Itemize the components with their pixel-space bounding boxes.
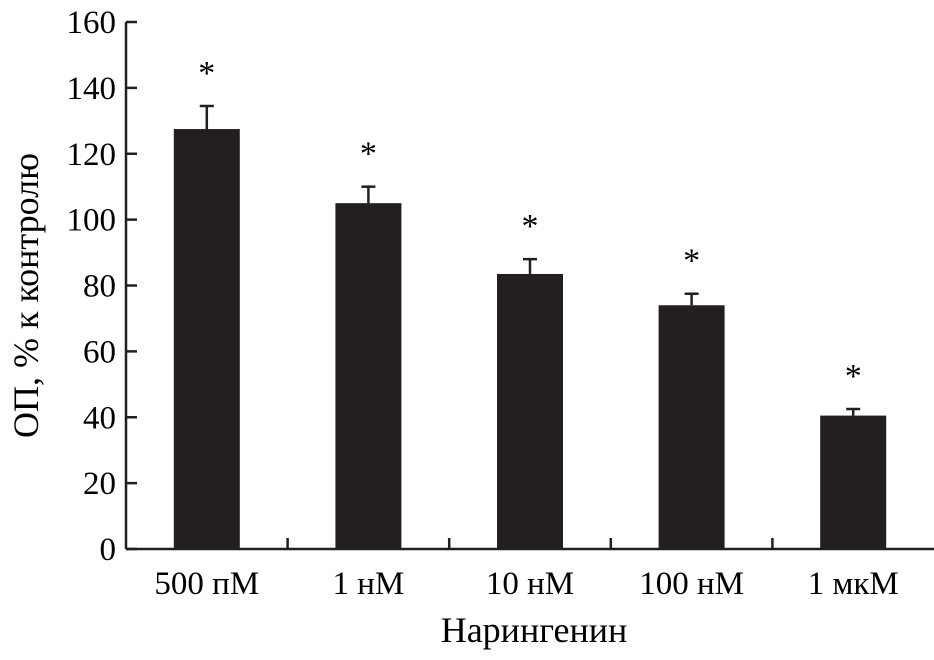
- y-tick-label: 140: [67, 71, 117, 107]
- x-category-label: 1 мкМ: [808, 566, 899, 602]
- y-ticks: 0 20 40 60 80 100 120 140 160: [67, 5, 137, 568]
- significance-marks: * * * * *: [198, 55, 861, 395]
- error-bars: [199, 104, 861, 416]
- y-tick-label: 100: [67, 203, 117, 239]
- y-tick-label: 60: [83, 334, 116, 370]
- x-category-label: 500 пМ: [154, 566, 259, 602]
- significance-mark: *: [360, 136, 377, 173]
- y-tick-label: 160: [67, 5, 117, 41]
- significance-mark: *: [522, 208, 539, 245]
- x-category-label: 100 нМ: [639, 566, 744, 602]
- significance-mark: *: [845, 358, 862, 395]
- significance-mark: *: [683, 243, 700, 280]
- x-category-label: 10 нМ: [486, 566, 574, 602]
- significance-mark: *: [198, 55, 215, 92]
- x-axis-title: Нарингенин: [441, 610, 628, 650]
- y-axis-title: ОП, % к контролю: [6, 153, 46, 438]
- bar: [820, 415, 887, 549]
- bars: [173, 129, 887, 549]
- x-ticks: 500 пМ 1 нМ 10 нМ 100 нМ 1 мкМ: [154, 538, 899, 602]
- y-tick-label: 80: [83, 269, 116, 305]
- bar: [173, 129, 240, 549]
- bar: [335, 203, 402, 549]
- y-tick-label: 40: [83, 400, 116, 436]
- y-tick-label: 0: [100, 532, 117, 568]
- bar: [658, 305, 725, 549]
- bar: [497, 273, 563, 549]
- x-category-label: 1 нМ: [333, 566, 405, 602]
- y-tick-label: 120: [67, 137, 117, 173]
- y-tick-label: 20: [83, 466, 116, 502]
